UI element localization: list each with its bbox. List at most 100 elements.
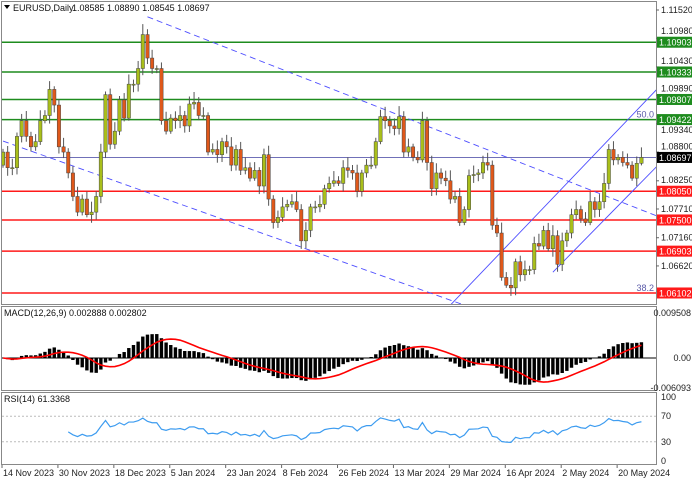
rsi-label: RSI(14) 61.3368 — [4, 394, 70, 404]
macd-histogram-bar — [285, 358, 289, 379]
price-level-label: 1.08050 — [659, 187, 692, 197]
bullish-candle — [19, 120, 24, 137]
macd-histogram-bar — [322, 358, 327, 374]
macd-histogram-bar — [19, 355, 24, 358]
bearish-candle — [495, 224, 499, 234]
bullish-candle — [285, 204, 290, 208]
bullish-candle — [210, 149, 215, 153]
bearish-candle — [555, 235, 560, 265]
macd-histogram-bar — [192, 351, 196, 358]
price-label-box — [657, 66, 692, 78]
macd-histogram-bar — [229, 358, 234, 366]
macd-tick-label: 0.00 — [673, 353, 691, 363]
macd-histogram-bar — [402, 345, 406, 358]
macd-histogram-bar — [490, 358, 494, 365]
bullish-candle — [178, 115, 183, 121]
bullish-candle — [126, 83, 131, 119]
bullish-candle — [522, 269, 527, 276]
macd-histogram-bar — [308, 358, 313, 380]
macd-histogram-bar — [131, 345, 136, 358]
macd-histogram-bar — [141, 336, 145, 358]
bullish-candle — [313, 206, 318, 209]
macd-histogram-bar — [234, 358, 238, 366]
macd-histogram-bar — [588, 358, 592, 360]
macd-histogram-bar — [220, 358, 224, 363]
macd-panel[interactable] — [1, 306, 657, 391]
macd-histogram-bar — [201, 353, 206, 358]
bearish-candle — [299, 209, 304, 242]
bearish-candle — [150, 57, 155, 69]
bearish-candle — [159, 68, 164, 121]
macd-histogram-bar — [374, 354, 378, 358]
macd-histogram-bar — [485, 358, 490, 362]
macd-histogram-bar — [509, 358, 513, 383]
macd-histogram-bar — [85, 358, 89, 371]
macd-histogram-bar — [318, 358, 322, 377]
macd-histogram-bar — [346, 358, 350, 363]
rsi-panel[interactable] — [1, 392, 657, 465]
bearish-candle — [229, 146, 234, 166]
date-tick-label: 14 Nov 2023 — [3, 468, 54, 478]
bullish-candle — [89, 211, 94, 215]
macd-histogram-bar — [411, 348, 415, 358]
macd-histogram-bar — [187, 351, 192, 358]
macd-label: MACD(12,26,9) 0.002888 0.002802 — [4, 308, 147, 318]
fib-level-label: 38.2 — [636, 283, 654, 293]
price-level-label: 1.07500 — [659, 215, 692, 225]
bearish-candle — [387, 120, 392, 127]
bullish-candle — [234, 149, 238, 166]
bearish-candle — [215, 149, 220, 155]
dashed-trendline — [2, 140, 463, 304]
bullish-candle — [397, 116, 402, 129]
bearish-candle — [56, 104, 61, 148]
price-panel[interactable] — [1, 1, 657, 305]
bearish-candle — [355, 172, 360, 192]
macd-histogram-bar — [420, 348, 425, 358]
bullish-candle — [38, 120, 43, 142]
bearish-candle — [411, 146, 416, 158]
bearish-candle — [504, 277, 509, 286]
bullish-candle — [434, 172, 439, 189]
bearish-candle — [439, 172, 443, 179]
macd-histogram-bar — [43, 351, 47, 358]
macd-histogram-bar — [350, 358, 355, 361]
date-tick-label: 5 Jan 2024 — [171, 468, 216, 478]
price-tick-label: 1.11520 — [661, 5, 692, 15]
bullish-candle — [373, 141, 378, 166]
bullish-candle — [80, 198, 85, 213]
macd-histogram-bar — [369, 356, 373, 358]
bullish-candle — [550, 235, 555, 249]
rsi-tick-label: 100 — [661, 392, 676, 402]
bullish-candle — [308, 206, 313, 231]
rsi-tick-label: 30 — [661, 437, 671, 447]
bullish-candle — [112, 130, 117, 145]
macd-histogram-bar — [280, 358, 285, 379]
macd-histogram-bar — [355, 358, 359, 362]
macd-histogram-bar — [89, 358, 94, 373]
dropdown-triangle-icon[interactable] — [4, 5, 10, 9]
macd-histogram-bar — [57, 349, 61, 358]
bearish-candle — [583, 218, 588, 223]
bullish-candle — [154, 68, 159, 70]
bearish-candle — [145, 34, 150, 59]
date-tick-label: 18 Dec 2023 — [115, 468, 166, 478]
channel-trendline — [552, 166, 656, 273]
macd-histogram-bar — [61, 352, 66, 358]
macd-histogram-bar — [555, 358, 560, 375]
bearish-candle — [425, 120, 430, 163]
bearish-candle — [392, 125, 397, 129]
bullish-candle — [94, 196, 99, 213]
rsi-line — [67, 417, 642, 443]
macd-histogram-bar — [569, 358, 574, 368]
macd-histogram-bar — [462, 358, 467, 369]
bullish-candle — [527, 269, 532, 271]
bearish-candle — [24, 120, 29, 137]
macd-histogram-bar — [392, 345, 397, 358]
macd-histogram-bar — [448, 358, 453, 362]
bearish-candle — [182, 115, 187, 127]
bullish-candle — [369, 164, 374, 167]
bearish-candle — [448, 180, 453, 200]
macd-histogram-bar — [416, 349, 420, 358]
channel-trendline — [450, 89, 656, 304]
